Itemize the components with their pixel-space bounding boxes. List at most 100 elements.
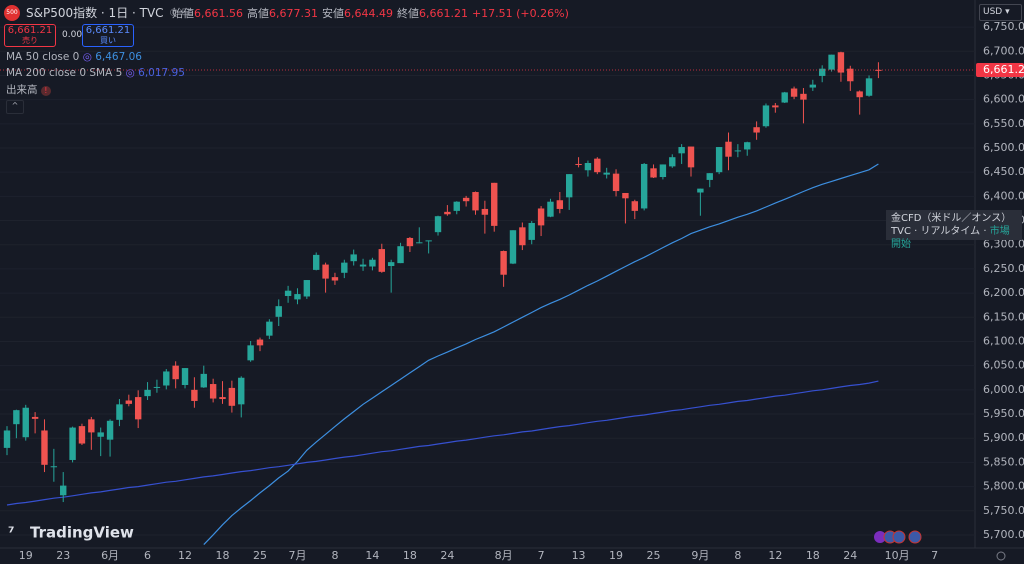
indicator-legend[interactable]: MA 50 close 0 ◎ 6,467.06 <box>6 51 142 63</box>
tooltip-title: 金CFD（米ドル／オンス） <box>891 213 1012 224</box>
indicator-name: MA 200 close 0 SMA 5 <box>6 67 123 79</box>
candle-body <box>640 163 648 209</box>
candle-body <box>266 321 273 336</box>
y-tick-label: 6,550.00 <box>983 117 1024 130</box>
candle-body <box>434 216 442 233</box>
x-tick-label: 10月 <box>885 549 910 562</box>
candle-body <box>88 419 95 433</box>
x-tick-label: 8 <box>331 549 338 562</box>
candle-body <box>13 410 20 425</box>
candle-body <box>837 52 845 73</box>
candle-body <box>790 88 798 97</box>
candle-body <box>31 416 39 419</box>
candle-body <box>341 262 348 273</box>
indicator-legend[interactable]: 出来高 ! <box>6 82 51 97</box>
x-tick-label: 8 <box>734 549 741 562</box>
candle-body <box>200 373 207 388</box>
candle-body <box>462 197 470 202</box>
x-tick-label: 9月 <box>691 549 709 562</box>
x-tick-label: 12 <box>178 549 192 562</box>
event-icon[interactable] <box>874 531 886 543</box>
header-icons[interactable]: ◎ ⊟ <box>169 7 190 18</box>
candle-body <box>575 163 582 165</box>
ma-line <box>6 380 879 506</box>
symbol-title[interactable]: S&P500指数 · 1日 · TVC <box>26 6 164 20</box>
x-tick-label: 24 <box>843 549 857 562</box>
candle-body <box>744 142 751 150</box>
candle-body <box>369 259 376 267</box>
settings-icon[interactable] <box>996 551 1006 561</box>
y-tick-label: 6,050.00 <box>983 359 1024 372</box>
candle-body <box>481 208 489 215</box>
candle-body <box>715 147 723 173</box>
ma-line <box>203 163 879 546</box>
x-tick-label: 8月 <box>495 549 513 562</box>
candle-body <box>228 387 236 406</box>
symbol-header: 500 S&P500指数 · 1日 · TVC ◎ ⊟ <box>4 4 190 21</box>
y-tick-label: 6,000.00 <box>983 383 1024 396</box>
candle-body <box>134 397 142 420</box>
candle-body <box>22 407 29 438</box>
buy-price: 6,661.21 <box>85 25 131 36</box>
candle-body <box>50 466 58 468</box>
collapse-button[interactable]: ^ <box>6 100 24 114</box>
event-icon[interactable] <box>892 530 906 544</box>
candle-body <box>781 92 788 103</box>
indicator-value: 6,467.06 <box>95 51 142 63</box>
brand: TradingView <box>30 524 134 542</box>
x-tick-label: 25 <box>253 549 267 562</box>
last-price-label: 6,661.21 <box>983 63 1024 76</box>
x-tick-label: 6月 <box>101 549 119 562</box>
candle-body <box>594 158 601 173</box>
currency-button[interactable]: USD ▾ <box>979 4 1022 21</box>
candle-body <box>172 365 179 380</box>
candle-body <box>772 105 779 108</box>
candle-body <box>238 377 245 405</box>
candle-body <box>500 251 507 275</box>
x-tick-label: 23 <box>56 549 70 562</box>
candle-body <box>818 68 826 76</box>
ohlc-key: 安値 <box>321 7 344 20</box>
y-tick-label: 6,450.00 <box>983 165 1024 178</box>
candle-body <box>603 172 610 175</box>
sell-button[interactable]: 6,661.21 売り <box>4 24 56 47</box>
ohlc-key: 始値 <box>172 7 194 20</box>
y-tick-label: 6,300.00 <box>983 238 1024 251</box>
indicator-legend[interactable]: MA 200 close 0 SMA 5 ◎ 6,017.95 <box>6 67 185 79</box>
x-tick-label: 19 <box>609 549 623 562</box>
last-price-tag <box>976 63 1024 78</box>
ohlc-key: 終値 <box>396 7 419 20</box>
candle-body <box>865 78 873 96</box>
y-tick-label: 5,700.00 <box>983 528 1024 541</box>
candle-body <box>387 262 395 267</box>
candle-body <box>453 201 460 211</box>
candle-body <box>509 230 517 264</box>
candle-body <box>706 173 713 180</box>
candle-body <box>397 246 404 264</box>
x-tick-label: 13 <box>572 549 586 562</box>
y-tick-label: 6,250.00 <box>983 262 1024 275</box>
candle-body <box>631 201 638 211</box>
candle-body <box>669 157 676 167</box>
x-tick-label: 7 <box>931 549 938 562</box>
candle-body <box>659 164 667 178</box>
candle-body <box>144 389 151 397</box>
candle-body <box>800 93 807 100</box>
candle-body <box>106 420 114 440</box>
brand-logo: ⁷ <box>8 524 15 542</box>
candle-body <box>537 208 545 226</box>
candle-body <box>359 264 367 267</box>
y-tick-label: 6,700.00 <box>983 44 1024 57</box>
candle-body <box>125 400 133 404</box>
candle-body <box>697 188 704 193</box>
candle-body <box>828 54 835 70</box>
event-icon[interactable] <box>908 530 922 544</box>
x-tick-label: 25 <box>647 549 661 562</box>
candle-body <box>622 192 629 199</box>
candle-body <box>444 211 451 215</box>
candle-body <box>209 384 217 399</box>
buy-button[interactable]: 6,661.21 買い <box>82 24 134 47</box>
candle-body <box>809 84 817 88</box>
